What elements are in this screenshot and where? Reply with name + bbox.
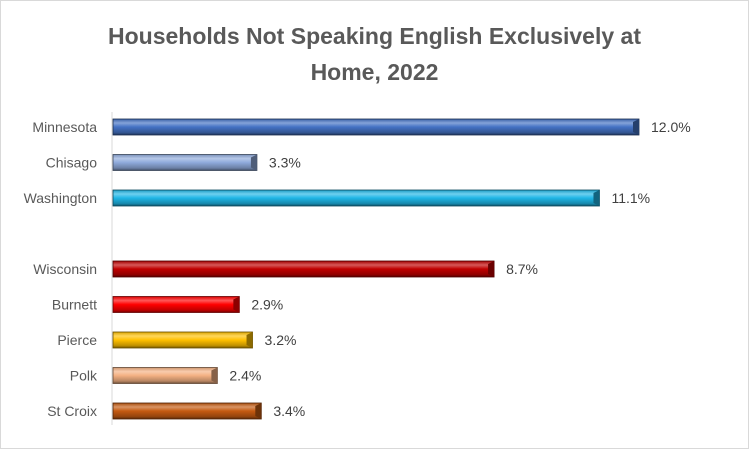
data-label: 3.3% bbox=[269, 155, 301, 171]
bar-group-minnesota: Minnesota 12.0% bbox=[32, 118, 691, 136]
category-label: St Croix bbox=[47, 403, 97, 419]
data-label: 2.9% bbox=[251, 297, 283, 313]
bar bbox=[112, 402, 262, 420]
bar bbox=[112, 189, 600, 207]
data-label: 3.4% bbox=[273, 403, 305, 419]
bar-bevel bbox=[233, 296, 240, 313]
bar-bevel bbox=[255, 403, 262, 419]
chart-title-line-2: Home, 2022 bbox=[310, 59, 439, 85]
bar-bevel bbox=[246, 332, 253, 348]
bar bbox=[112, 331, 253, 349]
category-label: Minnesota bbox=[32, 119, 97, 135]
category-label: Burnett bbox=[52, 297, 97, 313]
category-label: Washington bbox=[24, 190, 97, 206]
bar bbox=[112, 296, 240, 313]
bar-group-wisconsin: Wisconsin 8.7% bbox=[33, 260, 538, 278]
data-label: 2.4% bbox=[229, 368, 261, 384]
bar bbox=[112, 367, 218, 384]
bar bbox=[112, 154, 258, 171]
bar bbox=[112, 260, 495, 278]
bar-group-pierce: Pierce 3.2% bbox=[57, 331, 297, 349]
bar-group-st-croix: St Croix 3.4% bbox=[47, 402, 305, 420]
bar-bevel bbox=[593, 190, 600, 206]
category-label: Polk bbox=[70, 368, 98, 384]
category-label: Chisago bbox=[46, 155, 98, 171]
bar-bevel bbox=[250, 154, 257, 171]
category-label: Wisconsin bbox=[33, 261, 97, 277]
data-label: 8.7% bbox=[506, 261, 538, 277]
chart-title: Households Not Speaking English Exclusiv… bbox=[0, 18, 749, 90]
data-label: 3.2% bbox=[265, 332, 297, 348]
bar-bevel bbox=[633, 119, 639, 135]
bar-group-chisago: Chisago 3.3% bbox=[46, 154, 301, 171]
bar-group-burnett: Burnett 2.9% bbox=[52, 296, 283, 313]
category-label: Pierce bbox=[57, 332, 97, 348]
chart-title-line-1: Households Not Speaking English Exclusiv… bbox=[108, 23, 641, 49]
bar-group-polk: Polk 2.4% bbox=[70, 367, 261, 384]
bar bbox=[112, 118, 640, 136]
bar-group-washington: Washington 11.1% bbox=[24, 189, 650, 207]
data-label: 12.0% bbox=[651, 119, 691, 135]
data-label: 11.1% bbox=[611, 190, 650, 206]
bar-bevel bbox=[211, 367, 218, 384]
bar-bevel bbox=[488, 261, 495, 277]
